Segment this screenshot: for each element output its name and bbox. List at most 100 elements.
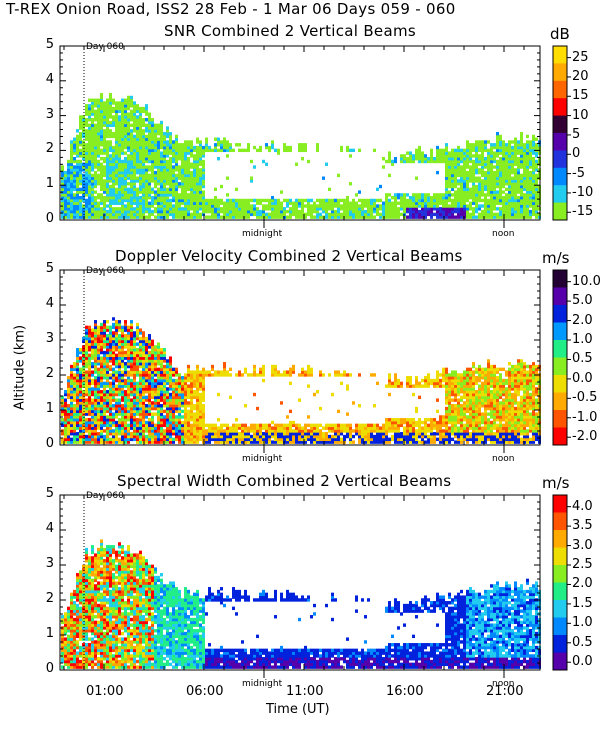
heatmap-cell [106, 395, 109, 400]
heatmap-cell [124, 415, 127, 419]
heatmap-cell [535, 215, 538, 219]
heatmap-cell [346, 145, 349, 150]
heatmap-cell [121, 406, 124, 411]
heatmap-cell [484, 159, 487, 164]
heatmap-cell [178, 143, 181, 147]
heatmap-cell [427, 207, 430, 211]
heatmap-cell [73, 434, 76, 439]
heatmap-cell [88, 145, 91, 150]
heatmap-cell [91, 401, 94, 405]
heatmap-cell [100, 350, 103, 355]
heatmap-cell [253, 434, 256, 439]
heatmap-cell [88, 134, 91, 139]
heatmap-cell [124, 143, 127, 147]
heatmap-cell [463, 162, 466, 166]
heatmap-cell [514, 204, 517, 208]
heatmap-cell [181, 159, 184, 164]
heatmap-cell [445, 195, 448, 200]
heatmap-cell [445, 148, 448, 153]
heatmap-cell [535, 184, 538, 189]
heatmap-cell [100, 420, 103, 425]
heatmap-cell [82, 373, 85, 377]
heatmap-cell [526, 184, 529, 189]
heatmap-cell [103, 106, 106, 111]
heatmap-cell [532, 184, 535, 189]
heatmap-cell [118, 364, 121, 369]
heatmap-cell [184, 182, 187, 186]
heatmap-cell [82, 179, 85, 183]
heatmap-cell [106, 118, 109, 122]
heatmap-cell [127, 418, 130, 422]
heatmap-cell [196, 390, 199, 394]
heatmap-cell [457, 212, 460, 217]
heatmap-cell [460, 204, 463, 208]
heatmap-cell [103, 429, 106, 433]
heatmap-cell [88, 440, 91, 444]
heatmap-cell [241, 212, 244, 217]
heatmap-cell [166, 429, 169, 433]
heatmap-cell [253, 426, 256, 430]
heatmap-cell [154, 162, 157, 166]
heatmap-cell [427, 198, 430, 203]
heatmap-cell [130, 384, 133, 388]
heatmap-cell [100, 370, 103, 374]
heatmap-cell [109, 440, 112, 444]
heatmap-cell [133, 118, 136, 122]
heatmap-cell [199, 376, 202, 380]
heatmap-cell [277, 204, 280, 208]
heatmap-cell [106, 359, 109, 363]
heatmap-cell [217, 434, 220, 439]
heatmap-cell [223, 370, 226, 374]
heatmap-cell [193, 426, 196, 430]
heatmap-cell [97, 123, 100, 127]
heatmap-cell [127, 126, 130, 130]
heatmap-cell [478, 154, 481, 158]
heatmap-cell [445, 215, 448, 219]
heatmap-cell [85, 157, 88, 161]
heatmap-cell [127, 143, 130, 147]
heatmap-cell [484, 209, 487, 214]
heatmap-cell [94, 126, 97, 130]
heatmap-cell [79, 118, 82, 122]
heatmap-cell [532, 151, 535, 155]
heatmap-cell [76, 151, 79, 155]
heatmap-cell [115, 426, 118, 430]
heatmap-cell [94, 151, 97, 155]
heatmap-cell [94, 98, 97, 102]
heatmap-cell [409, 209, 412, 214]
heatmap-cell [115, 334, 118, 338]
heatmap-cell [352, 209, 355, 214]
heatmap-cell [109, 387, 112, 391]
heatmap-cell [154, 182, 157, 186]
heatmap-cell [109, 390, 112, 394]
heatmap-cell [154, 143, 157, 147]
heatmap-cell [523, 198, 526, 203]
heatmap-cell [523, 179, 526, 183]
heatmap-cell [517, 179, 520, 183]
heatmap-cell [529, 140, 532, 144]
heatmap-cell [199, 143, 202, 147]
heatmap-cell [517, 184, 520, 189]
heatmap-cell [88, 162, 91, 166]
heatmap-cell [382, 207, 385, 211]
heatmap-cell [79, 212, 82, 217]
y-tick-label: 3 [45, 106, 54, 122]
heatmap-cell [151, 378, 154, 383]
heatmap-cell [118, 198, 121, 203]
heatmap-cell [448, 190, 451, 194]
heatmap-cell [496, 207, 499, 211]
heatmap-cell [106, 418, 109, 422]
heatmap-cell [106, 179, 109, 183]
heatmap-cell [145, 339, 148, 344]
heatmap-cell [88, 373, 91, 377]
heatmap-cell [145, 426, 148, 430]
heatmap-cell [163, 350, 166, 355]
heatmap-cell [100, 390, 103, 394]
heatmap-cell [133, 165, 136, 169]
heatmap-cell [424, 159, 427, 164]
heatmap-cell [172, 145, 175, 150]
heatmap-cell [85, 193, 88, 197]
heatmap-cell [97, 423, 100, 428]
heatmap-cell [115, 398, 118, 402]
heatmap-cell [70, 404, 73, 408]
